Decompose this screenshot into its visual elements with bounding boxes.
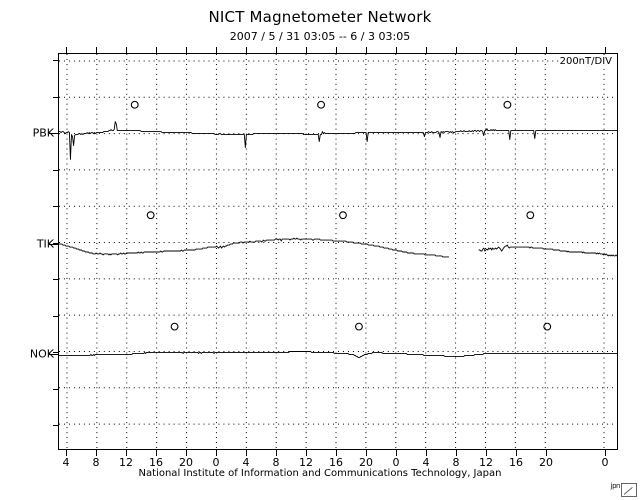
y-axis-tick <box>49 133 58 134</box>
x-axis-tick <box>216 450 217 456</box>
footer-credit: National Institute of Information and Co… <box>138 468 502 479</box>
y-axis-minor-tick <box>53 60 58 61</box>
x-axis-tick-label: 0 <box>601 456 609 469</box>
x-axis-top-tick <box>186 47 187 53</box>
x-axis-tick-label: 4 <box>422 456 430 469</box>
x-axis-tick <box>306 450 307 456</box>
x-axis-top-tick <box>156 47 157 53</box>
y-axis-minor-tick <box>53 425 58 426</box>
x-axis-tick-label: 12 <box>299 456 313 469</box>
x-axis-tick <box>456 450 457 456</box>
x-axis-tick-label: 20 <box>179 456 193 469</box>
y-axis-label-tik: TIK <box>36 237 54 251</box>
x-axis-tick-label: 4 <box>62 456 70 469</box>
x-axis-tick-label: 16 <box>509 456 523 469</box>
x-axis-tick <box>246 450 247 456</box>
x-axis-top-tick <box>306 47 307 53</box>
x-axis-top-tick <box>336 47 337 53</box>
x-axis-tick-label: 8 <box>92 456 100 469</box>
y-axis-minor-tick <box>53 352 58 353</box>
y-axis-minor-tick <box>53 169 58 171</box>
x-axis-top-tick <box>516 47 517 53</box>
x-axis-top-tick <box>126 47 127 53</box>
y-axis-minor-tick <box>53 96 58 98</box>
x-axis-tick-label: 12 <box>479 456 493 469</box>
x-axis-tick <box>605 450 606 456</box>
x-axis-top-tick <box>396 47 397 53</box>
chart-subtitle-timerange: 2007 / 5 / 31 03:05 -- 6 / 3 03:05 <box>229 30 411 43</box>
page-title: NICT Magnetometer Network <box>208 8 432 26</box>
x-axis-top-tick <box>216 47 217 53</box>
scale-label: 200nT/DIV <box>558 56 613 67</box>
grid-lines <box>59 54 617 449</box>
x-axis-tick-label: 12 <box>119 456 133 469</box>
plot-area: 200nT/DIV <box>58 53 618 450</box>
x-axis-tick <box>426 450 427 456</box>
x-axis-tick-label: 8 <box>452 456 460 469</box>
x-axis-tick <box>336 450 337 456</box>
x-axis-tick-label: 16 <box>329 456 343 469</box>
x-axis-tick-label: 0 <box>212 456 220 469</box>
x-axis-tick <box>546 450 547 456</box>
trace-lines <box>59 121 617 358</box>
y-axis-minor-tick <box>53 315 58 317</box>
y-axis-tick <box>49 354 58 355</box>
x-axis-top-tick <box>66 47 67 53</box>
x-axis-top-tick <box>426 47 427 53</box>
x-axis-top-tick <box>546 47 547 53</box>
x-axis-tick <box>156 450 157 456</box>
y-axis-minor-tick <box>53 388 58 390</box>
watermark-text: jpn <box>610 482 621 490</box>
corner-resize-mark <box>621 483 637 497</box>
x-axis-top-tick <box>456 47 457 53</box>
x-axis-top-tick <box>605 47 606 53</box>
x-axis-tick <box>396 450 397 456</box>
y-axis-minor-tick <box>53 206 58 207</box>
x-axis-tick-label: 20 <box>539 456 553 469</box>
x-axis-tick <box>276 450 277 456</box>
x-axis-top-tick <box>246 47 247 53</box>
x-axis-tick <box>366 450 367 456</box>
x-axis-tick <box>126 450 127 456</box>
y-axis-label-nok: NOK <box>29 347 54 361</box>
x-axis-tick <box>66 450 67 456</box>
x-axis-tick <box>186 450 187 456</box>
x-axis-top-tick <box>276 47 277 53</box>
y-axis-tick <box>49 244 58 245</box>
y-axis-label-pbk: PBK <box>32 126 54 140</box>
x-axis-top-tick <box>366 47 367 53</box>
x-axis-top-tick <box>96 47 97 53</box>
x-axis-tick <box>516 450 517 456</box>
x-axis-tick-label: 0 <box>392 456 400 469</box>
x-axis-tick <box>486 450 487 456</box>
x-axis-tick-label: 8 <box>272 456 280 469</box>
x-axis-tick-label: 16 <box>149 456 163 469</box>
x-axis-tick <box>96 450 97 456</box>
x-axis-tick-label: 20 <box>359 456 373 469</box>
y-axis-minor-tick <box>53 279 58 280</box>
x-axis-tick-label: 4 <box>242 456 250 469</box>
x-axis-top-tick <box>486 47 487 53</box>
y-axis-minor-tick <box>53 242 58 244</box>
local-noon-markers <box>130 100 552 331</box>
